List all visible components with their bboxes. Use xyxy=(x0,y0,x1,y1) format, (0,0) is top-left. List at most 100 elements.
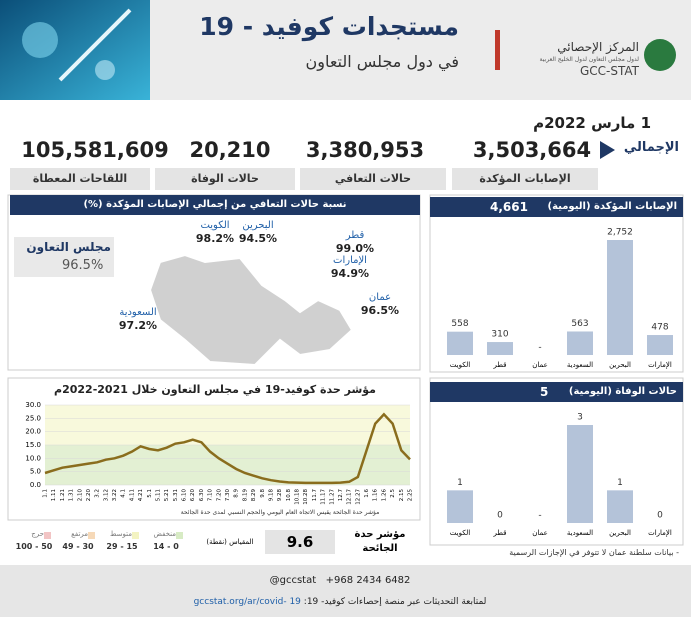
contacts: @gccstat +968 2434 6482 xyxy=(215,575,465,586)
x-tick-label: 12.17 xyxy=(347,489,353,505)
x-tick-label: 2.5 xyxy=(390,489,396,498)
x-tick-label: 9.18 xyxy=(268,489,274,502)
gcc-box xyxy=(14,237,114,277)
bar xyxy=(567,331,593,355)
phone: +968 2434 6482 xyxy=(325,575,411,586)
x-tick-label: قطر xyxy=(493,361,507,369)
country-name: السعودية xyxy=(119,307,157,318)
y-tick-label: 15.0 xyxy=(25,441,41,449)
value-label: 2,752 xyxy=(607,228,633,238)
x-tick-label: 1.16 xyxy=(373,489,379,502)
scale-swatch xyxy=(132,532,139,539)
scale-range: 49 - 30 xyxy=(62,542,94,551)
x-tick-label: 11.17 xyxy=(321,489,327,505)
social: @gccstat xyxy=(269,575,317,586)
x-tick-label: 7.10 xyxy=(208,489,214,502)
x-tick-label: السعودية xyxy=(567,529,593,537)
gcc-name: مجلس التعاون xyxy=(26,240,111,254)
x-tick-label: 2.10 xyxy=(77,489,83,502)
country-value: 94.5% xyxy=(238,232,278,245)
scale-swatch xyxy=(88,532,95,539)
band xyxy=(45,405,410,445)
value-label: 0 xyxy=(657,511,663,521)
x-tick-label: 3.12 xyxy=(103,489,109,501)
x-tick-label: الكويت xyxy=(450,361,470,369)
chart-title: الإصابات المؤكدة (اليومية) 4,661 xyxy=(430,197,683,217)
bar xyxy=(647,335,673,355)
scale-swatch xyxy=(44,532,51,539)
subtitle: في دول مجلس التعاون xyxy=(305,52,459,71)
logo-stripe xyxy=(495,30,500,70)
line-note: مؤشر حدة الجائحة يقيس الاتجاه العام اليو… xyxy=(180,509,380,516)
x-tick-label: 1.1 xyxy=(43,489,49,498)
x-tick-label: 7.20 xyxy=(216,489,222,502)
url[interactable]: gccstat.org/ar/covid- 19 xyxy=(193,597,301,607)
x-tick-label: 1.11 xyxy=(51,489,57,501)
x-tick-label: 1.31 xyxy=(69,489,75,501)
value-label: 563 xyxy=(571,319,588,329)
arrow xyxy=(600,141,615,159)
x-tick-label: 6.20 xyxy=(190,489,196,502)
index-unit: المقياس (نقطة) xyxy=(206,538,254,546)
bar xyxy=(607,490,633,523)
y-tick-label: 25.0 xyxy=(25,414,41,422)
org-short: GCC-STAT xyxy=(579,64,639,78)
country-value: 94.9% xyxy=(330,267,370,280)
x-tick-label: 4.11 xyxy=(129,489,135,501)
total-value: 20,210 xyxy=(189,138,271,162)
x-tick-label: عمان xyxy=(532,361,548,369)
total-label: الإصابات المؤكدة xyxy=(452,168,598,190)
org-subtitle: لدول مجلس التعاون لدول الخليج العربية xyxy=(539,56,640,63)
chart-title: حالات الوفاة (اليومية) 5 xyxy=(430,382,683,402)
map-shape xyxy=(148,253,354,367)
value-label: 478 xyxy=(651,323,668,333)
x-tick-label: 6.30 xyxy=(199,489,205,502)
x-tick-label: 10.8 xyxy=(286,489,292,502)
x-tick-label: 3.2 xyxy=(95,489,101,498)
virus-icon xyxy=(22,22,58,58)
scale-name: متوسط xyxy=(110,530,132,538)
total-label: حالات التعافي xyxy=(300,168,446,190)
x-tick-label: 1.21 xyxy=(60,489,66,501)
country-name: قطر xyxy=(345,230,365,241)
y-tick-label: 5.0 xyxy=(30,468,41,476)
total-label: حالات الوفاة xyxy=(155,168,295,190)
x-tick-label: قطر xyxy=(493,529,507,537)
x-tick-label: 12.7 xyxy=(338,489,344,502)
index-value: 9.6 xyxy=(286,533,314,551)
x-tick-label: 5.11 xyxy=(155,489,161,501)
line-title: مؤشر حدة كوفيد-19 في مجلس التعاون خلال 2… xyxy=(54,383,376,396)
scale-range: 14 - 0 xyxy=(153,542,179,551)
scale-range: 100 - 50 xyxy=(15,542,53,551)
country-value: 97.2% xyxy=(118,319,158,332)
line xyxy=(44,412,411,485)
scale-name: حرج xyxy=(31,530,44,538)
x-tick-label: 6.10 xyxy=(182,489,188,502)
x-tick-label: 8.9 xyxy=(234,489,240,498)
title: مستجدات كوفيد - 19 xyxy=(199,12,459,41)
country-name: الإمارات xyxy=(333,255,367,266)
value-label: 310 xyxy=(491,330,508,340)
x-tick-label: 3.22 xyxy=(112,489,118,501)
x-tick-label: 4.1 xyxy=(121,489,127,498)
y-tick-label: 20.0 xyxy=(25,428,41,436)
x-tick-label: 8.19 xyxy=(242,489,248,502)
y-tick-label: 30.0 xyxy=(25,401,41,409)
org-name: المركز الإحصائي xyxy=(557,40,639,54)
total-value: 3,503,664 xyxy=(472,138,592,162)
x-tick-label: 11.7 xyxy=(312,489,318,502)
value-label: - xyxy=(538,511,541,521)
bar xyxy=(447,490,473,523)
country-value: 99.0% xyxy=(335,242,375,255)
date: 1 مارس 2022م xyxy=(533,114,651,132)
footer-line: gccstat.org/ar/covid- 19 لمتابعة التحديث… xyxy=(150,597,530,607)
country-value: 98.2% xyxy=(195,232,235,245)
x-tick-label: البحرين xyxy=(609,361,631,369)
x-tick-label: 11.27 xyxy=(329,489,335,505)
chart-title-text: حالات الوفاة (اليومية) xyxy=(568,386,677,397)
x-tick-label: 5.21 xyxy=(164,489,170,501)
footer-band xyxy=(0,565,691,617)
total-value: 105,581,609 xyxy=(21,138,169,162)
value-label: - xyxy=(538,343,541,353)
